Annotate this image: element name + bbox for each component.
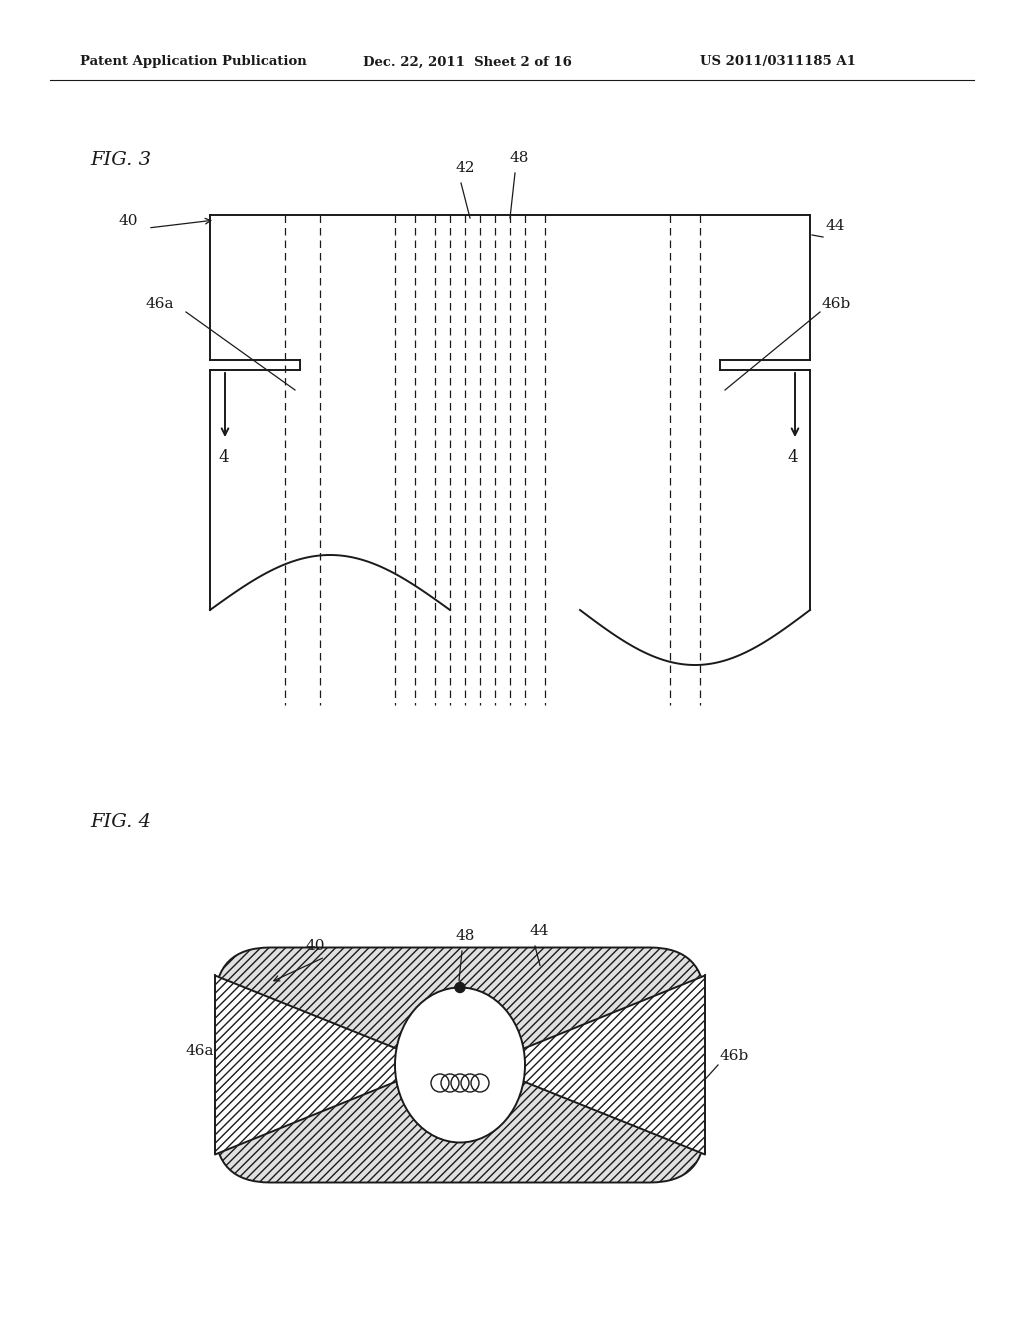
Text: 46a: 46a xyxy=(145,297,173,312)
Text: 42: 42 xyxy=(455,161,474,176)
Text: 4: 4 xyxy=(218,449,228,466)
Text: Dec. 22, 2011  Sheet 2 of 16: Dec. 22, 2011 Sheet 2 of 16 xyxy=(362,55,571,69)
Text: 40: 40 xyxy=(305,939,325,953)
Polygon shape xyxy=(215,975,400,1155)
Text: Patent Application Publication: Patent Application Publication xyxy=(80,55,307,69)
Text: 46a: 46a xyxy=(185,1044,213,1059)
Text: 44: 44 xyxy=(825,219,845,234)
Text: 46b: 46b xyxy=(822,297,851,312)
Text: 46b: 46b xyxy=(720,1049,750,1063)
Text: 42: 42 xyxy=(450,1093,469,1107)
FancyBboxPatch shape xyxy=(215,948,705,1183)
Text: FIG. 3: FIG. 3 xyxy=(90,150,151,169)
Text: FIG. 4: FIG. 4 xyxy=(90,813,151,832)
Polygon shape xyxy=(520,975,705,1155)
Ellipse shape xyxy=(395,987,525,1143)
Text: US 2011/0311185 A1: US 2011/0311185 A1 xyxy=(700,55,856,69)
Text: 44: 44 xyxy=(530,924,550,939)
Circle shape xyxy=(455,982,465,993)
Text: 48: 48 xyxy=(510,150,529,165)
Text: 40: 40 xyxy=(119,214,138,228)
Text: 4: 4 xyxy=(787,449,798,466)
Text: 48: 48 xyxy=(455,929,474,942)
